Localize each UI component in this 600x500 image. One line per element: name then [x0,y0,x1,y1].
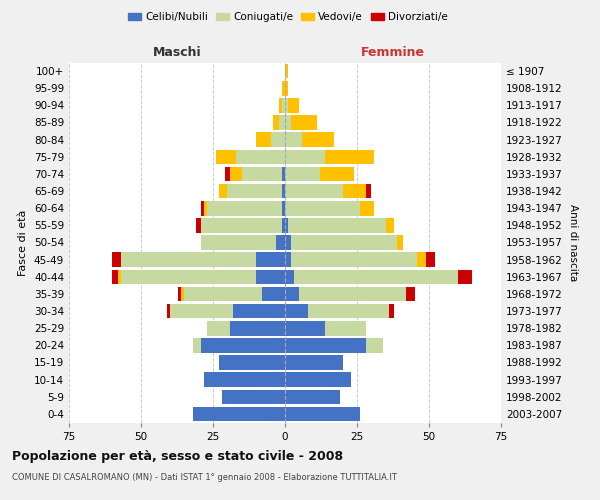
Bar [207,201,282,216]
Bar [285,406,360,421]
Bar [282,184,285,198]
Bar [196,218,202,232]
Bar [282,201,285,216]
Bar [285,218,288,232]
Bar [207,321,230,336]
Bar [221,390,285,404]
Bar [112,252,121,267]
Bar [426,252,435,267]
Bar [205,372,285,387]
Bar [216,150,236,164]
Bar [219,184,227,198]
Legend: Celibi/Nubili, Coniugati/e, Vedovi/e, Divorziati/e: Celibi/Nubili, Coniugati/e, Vedovi/e, Di… [124,8,452,26]
Bar [365,338,383,352]
Bar [285,355,343,370]
Bar [285,184,343,198]
Y-axis label: Fasce di età: Fasce di età [19,210,28,276]
Bar [365,184,371,198]
Bar [262,286,285,301]
Bar [277,235,285,250]
Bar [458,270,472,284]
Bar [205,201,207,216]
Bar [285,390,340,404]
Bar [285,304,308,318]
Bar [285,270,293,284]
Bar [325,321,365,336]
Bar [308,304,389,318]
Bar [193,338,202,352]
Bar [227,184,282,198]
Bar [230,166,242,181]
Text: Maschi: Maschi [152,46,202,59]
Bar [224,166,230,181]
Bar [291,252,418,267]
Bar [386,218,394,232]
Bar [343,184,365,198]
Bar [418,252,426,267]
Bar [279,98,282,112]
Bar [397,235,403,250]
Bar [202,338,285,352]
Bar [242,166,282,181]
Bar [285,132,302,147]
Bar [293,270,458,284]
Bar [282,98,285,112]
Bar [121,270,256,284]
Y-axis label: Anni di nascita: Anni di nascita [568,204,578,281]
Bar [178,286,181,301]
Bar [202,235,277,250]
Bar [291,235,397,250]
Bar [285,150,325,164]
Text: COMUNE DI CASALROMANO (MN) - Dati ISTAT 1° gennaio 2008 - Elaborazione TUTTITALI: COMUNE DI CASALROMANO (MN) - Dati ISTAT … [12,472,397,482]
Text: Femmine: Femmine [361,46,425,59]
Bar [285,338,365,352]
Bar [202,218,282,232]
Bar [285,64,288,78]
Bar [193,406,285,421]
Bar [406,286,415,301]
Bar [285,252,291,267]
Bar [271,132,285,147]
Bar [285,235,291,250]
Bar [291,115,317,130]
Bar [285,81,288,96]
Bar [274,115,279,130]
Bar [285,286,299,301]
Bar [325,150,374,164]
Bar [285,166,320,181]
Bar [288,218,386,232]
Bar [285,321,325,336]
Bar [285,98,288,112]
Bar [285,115,291,130]
Text: Popolazione per età, sesso e stato civile - 2008: Popolazione per età, sesso e stato civil… [12,450,343,463]
Bar [181,286,184,301]
Bar [202,201,205,216]
Bar [230,321,285,336]
Bar [282,218,285,232]
Bar [184,286,262,301]
Bar [299,286,406,301]
Bar [219,355,285,370]
Bar [288,98,299,112]
Bar [320,166,354,181]
Bar [167,304,170,318]
Bar [170,304,233,318]
Bar [236,150,285,164]
Bar [279,115,285,130]
Bar [360,201,374,216]
Bar [282,166,285,181]
Bar [118,270,121,284]
Bar [256,132,271,147]
Bar [256,252,285,267]
Bar [389,304,394,318]
Bar [285,201,360,216]
Bar [285,372,351,387]
Bar [282,81,285,96]
Bar [256,270,285,284]
Bar [121,252,256,267]
Bar [112,270,118,284]
Bar [233,304,285,318]
Bar [302,132,334,147]
